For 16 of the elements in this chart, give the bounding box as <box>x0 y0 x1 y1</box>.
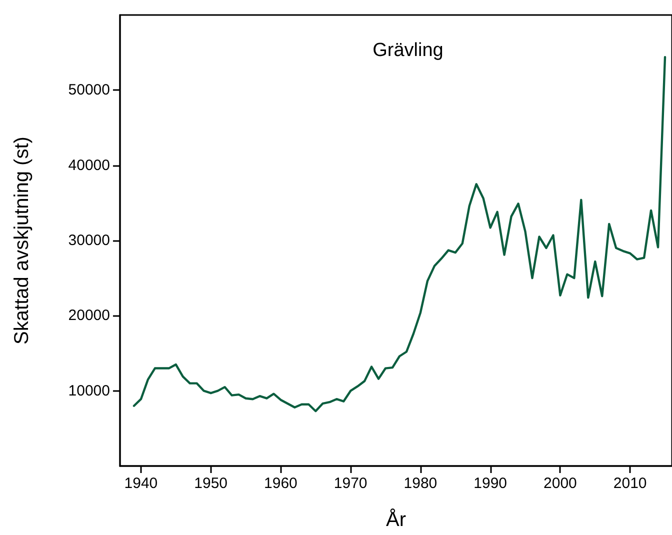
x-tick-label: 1990 <box>474 475 508 492</box>
y-tick-label: 10000 <box>68 382 110 400</box>
x-tick-label: 1940 <box>124 475 158 492</box>
x-tick-label: 2010 <box>613 475 647 492</box>
y-tick-label: 50000 <box>68 82 110 99</box>
y-tick-label: 40000 <box>68 156 110 174</box>
y-axis-title: Skattad avskjutning (st) <box>11 136 33 344</box>
y-tick-label: 30000 <box>68 232 110 249</box>
y-tick-label: 20000 <box>68 307 110 324</box>
text: Grävling <box>372 40 444 61</box>
x-tick-label: 1950 <box>194 475 228 492</box>
x-tick-label: 1970 <box>334 475 368 492</box>
x-tick-label: 2000 <box>544 475 577 492</box>
x-axis-title: År <box>386 508 406 531</box>
x-tick-label: 1960 <box>264 475 298 492</box>
x-tick-label: 1980 <box>404 475 438 492</box>
